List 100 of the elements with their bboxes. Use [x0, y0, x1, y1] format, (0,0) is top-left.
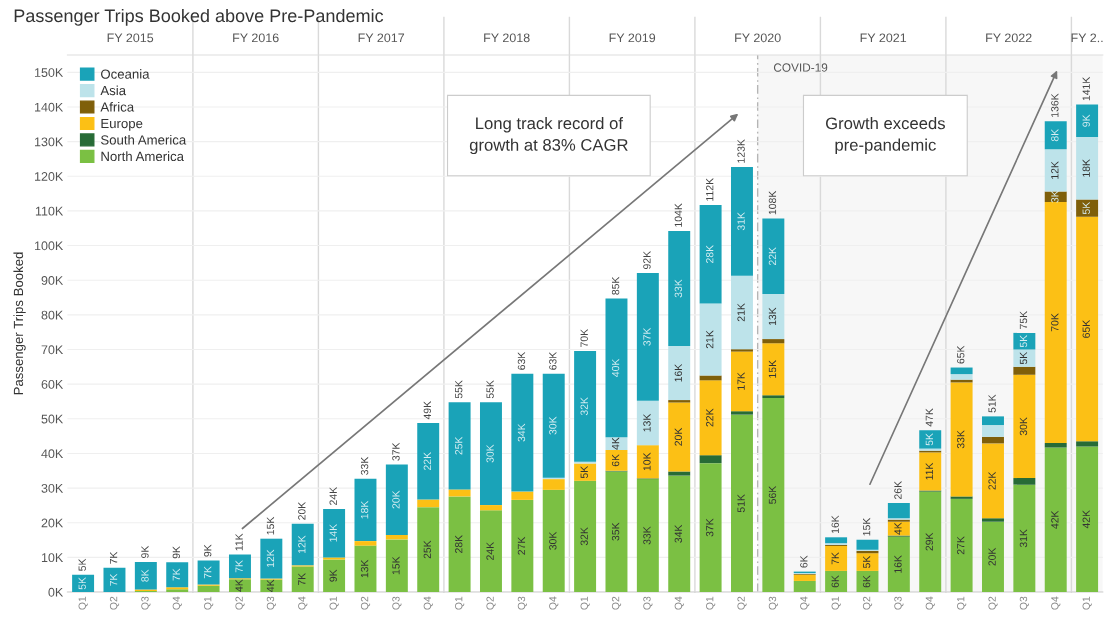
total-label: 20K	[298, 501, 306, 520]
x-tick-label: Q2	[737, 596, 747, 610]
total-label: 136K	[1051, 93, 1059, 117]
data-label: 28K	[455, 535, 463, 553]
y-tick-label: 120K	[35, 172, 64, 181]
y-tick-label: 10K	[41, 553, 64, 563]
text: FY 2019	[609, 33, 656, 43]
data-label: 4K	[235, 579, 243, 592]
x-tick-label: Q2	[611, 596, 622, 610]
data-label: 21K	[706, 330, 714, 349]
y-tick-label: 150K	[35, 68, 64, 77]
y-tick-label: 40K	[41, 449, 64, 459]
total-label: 104K	[674, 203, 683, 227]
x-tick-label: Q4	[800, 596, 810, 610]
total-label: 9K	[172, 546, 181, 559]
total-label: 5K	[78, 558, 86, 571]
data-label: 6K	[831, 575, 839, 588]
data-label: 13K	[643, 413, 651, 432]
total-label: 9K	[204, 544, 212, 557]
data-label: 5K	[78, 577, 86, 590]
total-label: 51K	[988, 394, 996, 413]
total-label: 37K	[392, 442, 400, 461]
x-tick-label: Q2	[360, 596, 371, 610]
total-label: 92K	[643, 251, 651, 269]
data-label: 5K	[1082, 201, 1090, 215]
data-label: 30K	[486, 444, 494, 463]
text: FY 2016	[233, 33, 279, 43]
x-tick-label: Q3	[643, 596, 653, 610]
legend-label: Oceania	[101, 69, 150, 79]
y-tick-label: 20K	[41, 518, 64, 528]
total-label: 70K	[580, 329, 588, 347]
data-label: 5K	[1019, 334, 1028, 348]
x-tick-label: Q3	[517, 596, 528, 610]
data-label: 20K	[674, 427, 683, 446]
total-label: 141K	[1082, 76, 1090, 101]
data-label: 12K	[298, 535, 306, 554]
total-label: 15K	[266, 516, 275, 535]
total-label: 11K	[235, 533, 243, 551]
data-label: 5K	[580, 465, 588, 479]
data-label: 7K	[110, 573, 118, 586]
data-label: 7K	[298, 572, 306, 586]
data-label: 5K	[925, 433, 934, 446]
data-label: 30K	[549, 416, 557, 435]
legend-label: Asia	[100, 85, 127, 96]
data-label: 8K	[141, 569, 149, 582]
data-label: 24K	[486, 542, 494, 560]
x-tick-label: Q3	[141, 596, 151, 610]
data-label: 4K	[612, 437, 620, 450]
data-label: 4K	[894, 522, 902, 535]
total-label: 112K	[706, 178, 714, 201]
x-tick-label: Q1	[706, 596, 716, 610]
data-label: 31K	[737, 212, 745, 231]
y-tick-label: 60K	[41, 379, 64, 389]
total-label: 65K	[957, 345, 965, 364]
data-label: 33K	[643, 526, 651, 545]
data-label: 22K	[988, 471, 996, 490]
total-label: 6K	[800, 555, 808, 568]
annotation: Growth exceeds pre-pandemic	[825, 117, 945, 155]
data-label: 34K	[674, 524, 683, 543]
legend-label: South America	[100, 134, 187, 145]
data-label: 14K	[329, 523, 337, 542]
x-tick-label: Q4	[1051, 596, 1061, 610]
x-tick-label: Q1	[1082, 596, 1092, 610]
x-tick-label: Q1	[455, 596, 465, 610]
data-label: 18K	[360, 500, 369, 519]
data-label: 37K	[706, 518, 714, 537]
total-label: 24K	[329, 487, 337, 505]
total-label: 9K	[141, 545, 149, 558]
total-label: 15K	[863, 517, 871, 536]
x-tick-label: Q1	[329, 596, 339, 610]
data-label: 15K	[392, 556, 400, 575]
total-label: 108K	[768, 190, 777, 215]
y-tick-label: 130K	[35, 137, 64, 147]
y-tick-label: 90K	[41, 276, 64, 285]
data-label: 37K	[643, 327, 651, 346]
legend-label: Europe	[101, 118, 143, 131]
x-tick-label: Q1	[204, 596, 214, 610]
data-label: 4K	[266, 579, 275, 592]
x-tick-label: Q4	[172, 596, 182, 610]
data-label: 22K	[768, 247, 777, 266]
y-tick-label: 80K	[41, 310, 64, 320]
total-label: 26K	[894, 481, 902, 500]
data-label: 30K	[1019, 417, 1028, 436]
text: FY 2021	[860, 33, 907, 43]
data-label: 13K	[768, 307, 777, 326]
data-label: 56K	[768, 485, 777, 504]
data-label: 20K	[392, 490, 400, 509]
total-label: 16K	[831, 515, 839, 534]
y-tick-label: 50K	[41, 414, 64, 424]
y-tick-label: 140K	[35, 102, 64, 112]
x-tick-label: Q3	[768, 596, 779, 610]
x-tick-label: Q2	[235, 596, 245, 610]
data-label: 9K	[329, 569, 337, 582]
x-tick-label: Q2	[862, 596, 873, 610]
data-label: 29K	[925, 532, 934, 551]
x-tick-label: Q2	[988, 596, 998, 610]
data-label: 13K	[360, 559, 369, 578]
data-label: 22K	[423, 452, 431, 470]
x-tick-label: Q4	[298, 596, 308, 610]
data-label: 5K	[863, 555, 871, 569]
